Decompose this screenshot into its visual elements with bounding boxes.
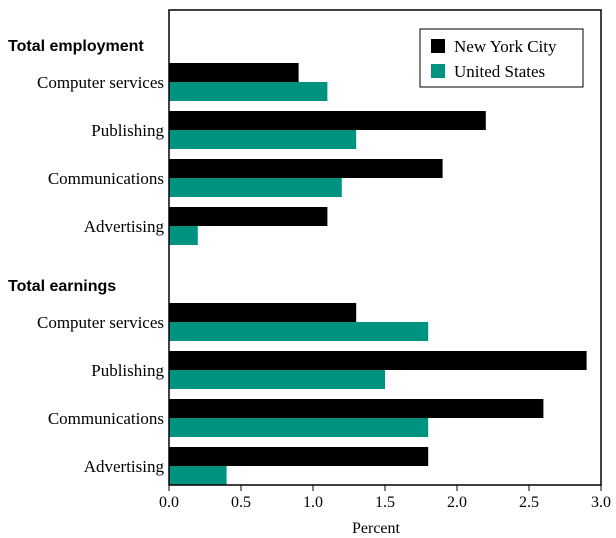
section-title-employment: Total employment bbox=[8, 38, 144, 55]
x-tick-label: 1.5 bbox=[375, 494, 395, 511]
bar-employment-communications-nyc bbox=[169, 159, 443, 178]
x-tick-label: 1.0 bbox=[303, 494, 323, 511]
bar-earnings-publishing-us bbox=[169, 370, 385, 389]
bar-earnings-computer-services-us bbox=[169, 322, 429, 341]
bar-employment-advertising-us bbox=[169, 226, 198, 245]
x-tick-label: 3.0 bbox=[591, 494, 611, 511]
x-axis: 0.0 0.5 1.0 1.5 2.0 2.5 3.0 bbox=[159, 485, 611, 511]
bar-earnings-publishing-nyc bbox=[169, 351, 587, 370]
category-label-computer-services-employment: Computer services bbox=[37, 73, 164, 92]
legend-swatch-nyc bbox=[431, 39, 445, 53]
bar-employment-communications-us bbox=[169, 178, 342, 197]
bar-earnings-computer-services-nyc bbox=[169, 303, 357, 322]
bar-employment-computer-services-nyc bbox=[169, 63, 299, 82]
legend-box bbox=[419, 28, 584, 88]
bar-employment-advertising-nyc bbox=[169, 207, 328, 226]
bar-earnings-advertising-nyc bbox=[169, 447, 429, 466]
category-label-communications-earnings: Communications bbox=[48, 409, 164, 428]
legend-label-us: United States bbox=[454, 62, 545, 81]
category-label-advertising-employment: Advertising bbox=[84, 217, 165, 236]
bar-employment-publishing-us bbox=[169, 130, 357, 149]
labels-layer: Total employment Computer services Publish… bbox=[8, 38, 164, 476]
category-label-communications-employment: Communications bbox=[48, 169, 164, 188]
x-tick-label: 0.5 bbox=[231, 494, 251, 511]
bar-employment-publishing-nyc bbox=[169, 111, 486, 130]
bar-earnings-communications-nyc bbox=[169, 399, 544, 418]
category-label-publishing-earnings: Publishing bbox=[91, 361, 164, 380]
x-tick-label: 2.0 bbox=[447, 494, 467, 511]
category-label-publishing-employment: Publishing bbox=[91, 121, 164, 140]
category-label-computer-services-earnings: Computer services bbox=[37, 313, 164, 332]
bar-earnings-communications-us bbox=[169, 418, 429, 437]
x-tick-label: 2.5 bbox=[519, 494, 539, 511]
x-axis-title: Percent bbox=[352, 520, 401, 537]
legend-label-nyc: New York City bbox=[454, 37, 557, 56]
bars-layer bbox=[169, 63, 587, 485]
legend: New York City United States bbox=[419, 28, 584, 88]
category-label-advertising-earnings: Advertising bbox=[84, 457, 165, 476]
legend-swatch-us bbox=[431, 64, 445, 78]
bar-employment-computer-services-us bbox=[169, 82, 328, 101]
section-title-earnings: Total earnings bbox=[8, 278, 116, 295]
bar-earnings-advertising-us bbox=[169, 466, 227, 485]
x-tick-label: 0.0 bbox=[159, 494, 179, 511]
